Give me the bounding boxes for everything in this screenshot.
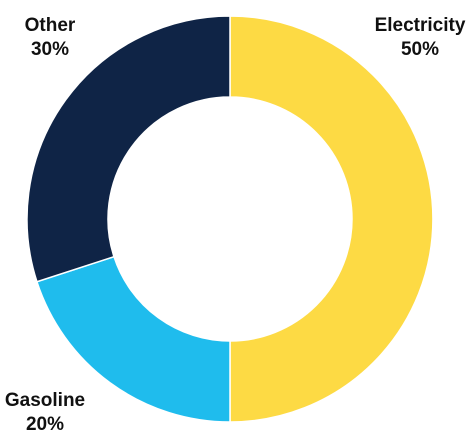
label-electricity-percent: 50% [401,39,439,60]
donut-slices [26,15,434,423]
label-electricity-name: Electricity [375,15,466,36]
slice-gasoline [35,255,231,423]
label-gasoline-percent: 20% [26,414,64,435]
label-other-name: Other [25,15,76,36]
slice-electricity [229,15,434,423]
slice-other [26,15,231,283]
label-gasoline-name: Gasoline [5,390,85,411]
label-other-percent: 30% [31,39,69,60]
